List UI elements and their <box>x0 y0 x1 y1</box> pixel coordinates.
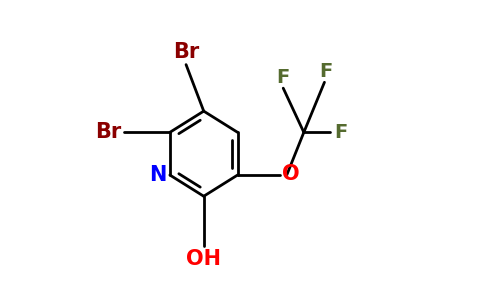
Text: F: F <box>319 62 333 81</box>
Text: F: F <box>335 123 348 142</box>
Text: Br: Br <box>95 122 121 142</box>
Text: Br: Br <box>173 42 199 62</box>
Text: OH: OH <box>186 249 221 268</box>
Text: N: N <box>150 165 167 185</box>
Text: O: O <box>282 164 300 184</box>
Text: F: F <box>276 68 290 87</box>
